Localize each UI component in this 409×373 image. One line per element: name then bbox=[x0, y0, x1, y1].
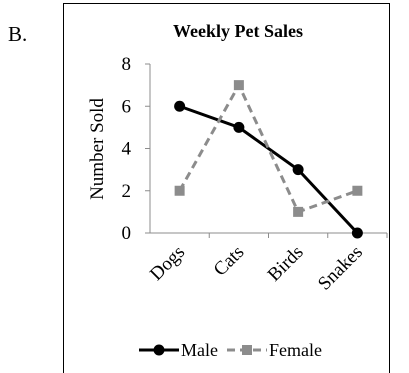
data-point-male bbox=[292, 164, 304, 176]
data-point-male bbox=[233, 121, 245, 133]
legend-marker-male bbox=[153, 344, 165, 356]
chart-title: Weekly Pet Sales bbox=[173, 21, 303, 41]
legend-label-male: Male bbox=[181, 340, 218, 360]
x-category-label: Cats bbox=[210, 242, 249, 281]
series-line-female bbox=[178, 81, 358, 214]
y-tick-label: 2 bbox=[122, 181, 132, 202]
x-category-label: Birds bbox=[264, 242, 308, 286]
data-point-female bbox=[293, 206, 304, 217]
y-tick-label: 0 bbox=[122, 223, 132, 244]
x-category-labels: Dogs Cats Birds Snakes bbox=[146, 242, 367, 295]
series-line-male bbox=[179, 104, 359, 235]
axes bbox=[145, 63, 388, 238]
legend-marker-female bbox=[242, 345, 252, 355]
x-category-label: Dogs bbox=[146, 242, 189, 285]
y-tick-label: 8 bbox=[122, 54, 132, 75]
y-tick-label: 4 bbox=[122, 139, 132, 160]
option-label: B. bbox=[8, 22, 28, 46]
data-point-male bbox=[351, 227, 363, 239]
series-layer bbox=[174, 80, 363, 239]
legend-label-female: Female bbox=[269, 340, 322, 360]
y-tick-labels: 0 2 4 6 8 bbox=[122, 54, 132, 244]
data-point-male bbox=[174, 100, 186, 112]
legend: Male Female bbox=[139, 340, 322, 360]
data-point-female bbox=[233, 80, 244, 91]
y-axis-title: Number Sold bbox=[87, 98, 108, 200]
x-category-label: Snakes bbox=[314, 242, 367, 295]
data-point-female bbox=[174, 185, 185, 196]
y-tick-label: 6 bbox=[122, 96, 132, 117]
data-point-female bbox=[352, 185, 363, 196]
